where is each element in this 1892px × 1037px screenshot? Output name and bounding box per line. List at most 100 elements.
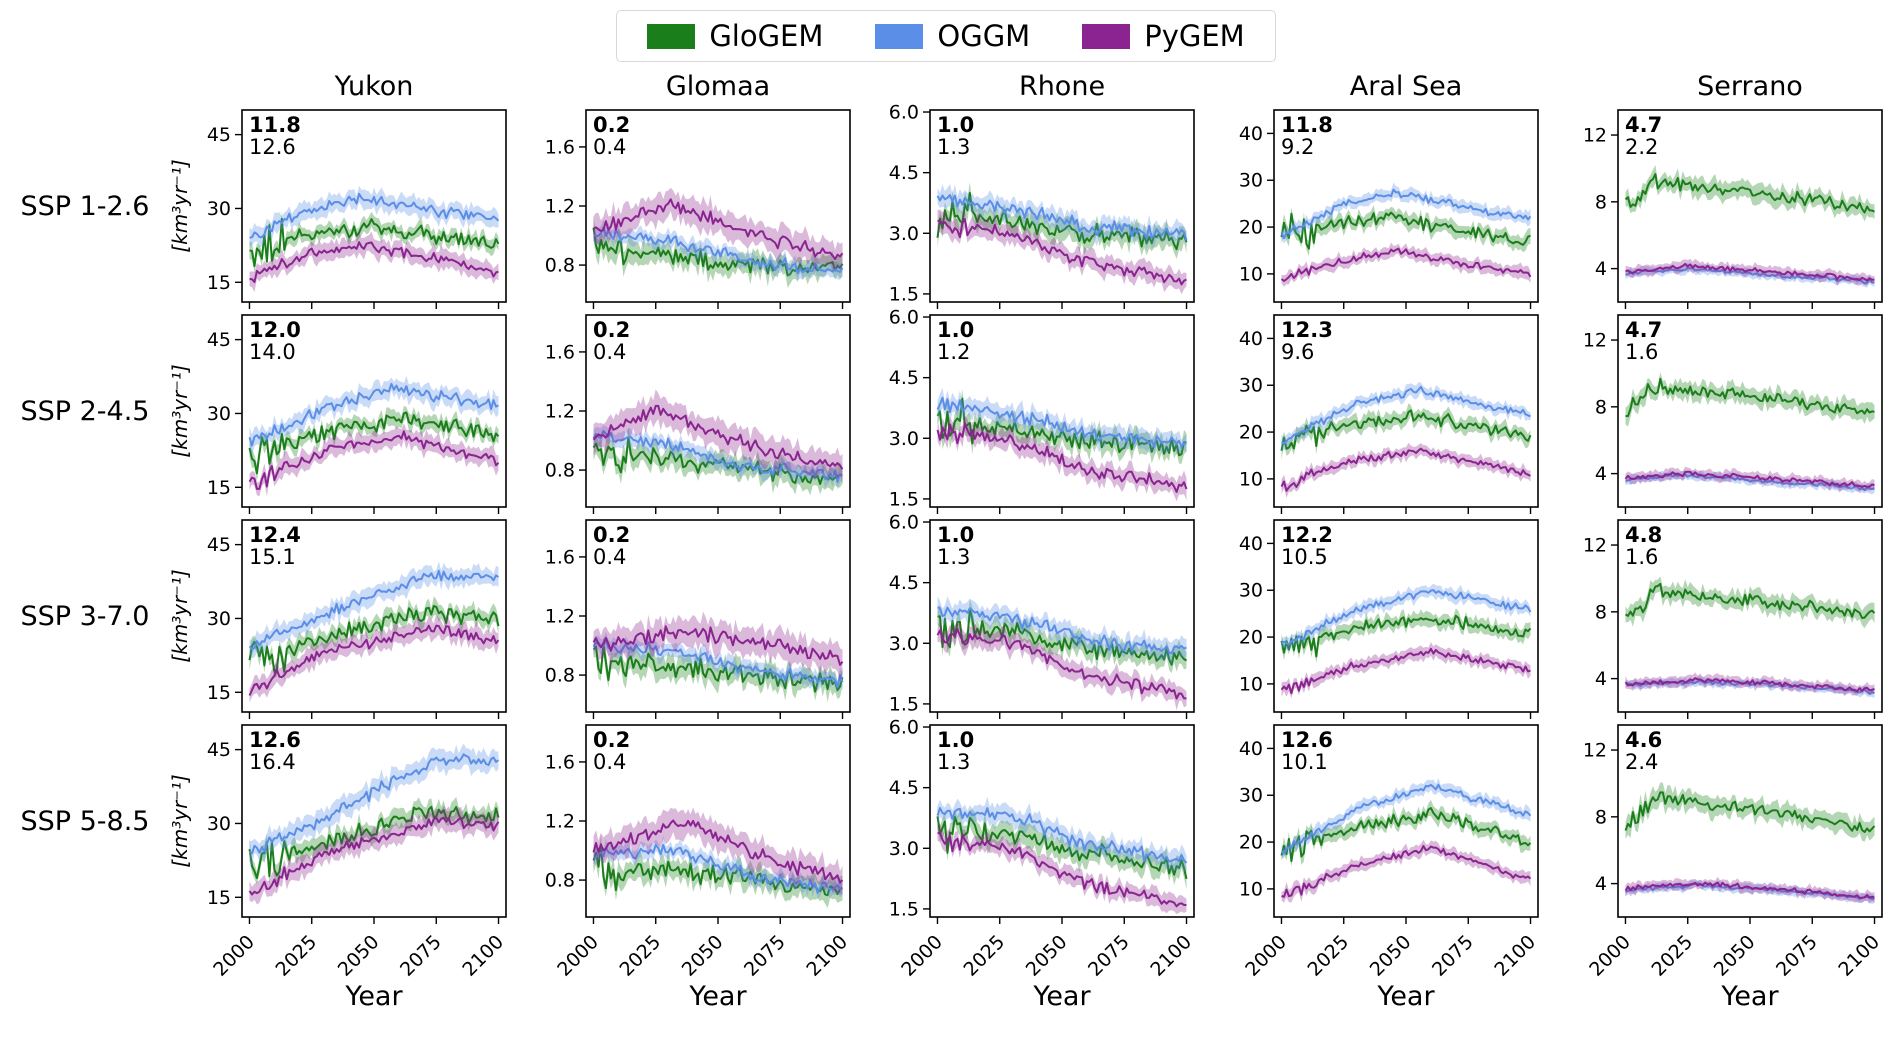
series-line-glogem (1625, 377, 1875, 418)
annotation-secondary: 1.6 (1625, 340, 1658, 364)
series-line-oggm (937, 606, 1187, 655)
y-axis-title: [km³yr⁻¹] (170, 774, 192, 867)
series-line-oggm (1280, 188, 1532, 240)
y-tick-label: 10 (1239, 468, 1263, 490)
series-line-pygem (1281, 845, 1532, 898)
y-tick-label: 40 (1239, 328, 1263, 350)
y-tick-label: 45 (207, 534, 231, 556)
series-band-pygem (249, 231, 499, 293)
annotation-secondary: 9.2 (1281, 135, 1314, 159)
annotation-primary: 4.7 (1625, 318, 1662, 342)
series-line-glogem (1280, 409, 1532, 451)
panel-rhone-ssp-3-7-0: 1.5 3.0 4.5 6.0 1.0 1.3 (858, 514, 1202, 719)
y-tick-label: 15 (207, 682, 231, 704)
annotation-primary: 12.3 (1281, 318, 1333, 342)
series-band-oggm (937, 184, 1187, 250)
chart-svg: 10 20 30 40 2000 2025 2050 2075 2100 Year 12.610.1 (1239, 724, 1540, 1012)
y-tick-label: 1.5 (889, 898, 919, 920)
chart-svg: 0.8 1.2 1.6 0.20.4 (545, 109, 851, 309)
series-line-glogem (592, 643, 844, 693)
y-axis-title: [km³yr⁻¹] (170, 569, 192, 662)
series-line-pygem (248, 624, 500, 696)
series-band-glogem (937, 598, 1187, 674)
y-tick-label: 8 (1595, 806, 1607, 828)
series-band-pygem (1625, 258, 1875, 286)
x-tick-label: 2025 (1304, 931, 1354, 981)
column-title-aral-sea: Aral Sea (1202, 64, 1546, 104)
annotation-secondary: 1.2 (937, 340, 970, 364)
panel-serrano-ssp-3-7-0: 4 8 12 4.8 1.6 (1546, 514, 1890, 719)
y-tick-label: 30 (207, 813, 231, 835)
series-line-pygem (1624, 470, 1875, 488)
series-band-glogem (1625, 164, 1875, 222)
series-line-pygem (249, 241, 499, 284)
annotation-secondary: 1.6 (1625, 545, 1658, 569)
panel-yukon-ssp-2-4-5: 15 30 45 [km³yr⁻¹] 12.0 14.0 (170, 309, 514, 514)
panel-glomaa-ssp-1-2-6: 0.8 1.2 1.6 0.2 0.4 (514, 104, 858, 309)
x-axis-title: Year (1720, 981, 1779, 1012)
row-label-text: SSP 1-2.6 (20, 191, 150, 222)
annotation-secondary: 0.4 (593, 135, 626, 159)
series-line-glogem (248, 805, 500, 880)
column-title-serrano: Serrano (1546, 64, 1890, 104)
y-tick-label: 45 (207, 739, 231, 761)
series-band-glogem (1625, 576, 1875, 629)
series-line-pygem (1280, 647, 1531, 695)
y-tick-label: 6.0 (889, 514, 919, 534)
chart-svg: 10 20 30 40 12.39.6 (1239, 314, 1539, 514)
chart-svg: 1.5 3.0 4.5 6.0 1.01.2 (889, 309, 1195, 514)
annotation-primary: 12.0 (249, 318, 301, 342)
series-line-pygem (592, 625, 844, 666)
panel-aral-sea-ssp-5-8-5: 10 20 30 40 2000 2025 2050 2075 2100 Year 12.6 10.1 (1202, 719, 1546, 1019)
series-band-pygem (937, 618, 1187, 711)
chart-svg: 15 30 45 2000 2025 2050 2075 2100 Year [km³yr⁻¹] 1… (170, 724, 508, 1012)
annotation-primary: 1.0 (937, 113, 974, 137)
legend-item-oggm: OGGM (875, 19, 1030, 53)
series-line-oggm (1280, 783, 1532, 855)
series-band-pygem (593, 611, 843, 682)
annotation-secondary: 1.3 (937, 750, 970, 774)
series-line-glogem (249, 217, 500, 268)
y-tick-label: 20 (1239, 627, 1263, 649)
x-tick-label: 2075 (740, 931, 790, 981)
series-band-pygem (593, 389, 843, 485)
annotation-secondary: 12.6 (249, 135, 296, 159)
y-tick-label: 1.2 (545, 811, 575, 833)
series-line-pygem (1624, 881, 1875, 899)
annotation-secondary: 10.1 (1281, 750, 1328, 774)
legend-swatch-glogem (647, 23, 696, 49)
series-line-glogem (1624, 582, 1876, 619)
annotation-primary: 12.6 (1281, 728, 1333, 752)
series-line-oggm (249, 192, 500, 239)
y-tick-label: 10 (1239, 263, 1263, 285)
x-axis-title: Year (688, 981, 747, 1012)
chart-svg: 1.5 3.0 4.5 6.0 1.01.3 (889, 104, 1195, 309)
panel-glomaa-ssp-2-4-5: 0.8 1.2 1.6 0.2 0.4 (514, 309, 858, 514)
chart-svg: 0.8 1.2 1.6 2000 2025 2050 2075 2100 Year 0.20.4 (545, 724, 852, 1012)
panel-yukon-ssp-5-8-5: 15 30 45 2000 2025 2050 2075 2100 Year [km³yr⁻¹] 1… (170, 719, 514, 1019)
series-band-glogem (593, 635, 843, 703)
x-tick-label: 2050 (1710, 931, 1760, 981)
series-band-glogem (1281, 403, 1531, 460)
series-line-glogem (1624, 791, 1876, 833)
panel-glomaa-ssp-3-7-0: 0.8 1.2 1.6 0.2 0.4 (514, 514, 858, 719)
y-tick-label: 30 (1239, 375, 1263, 397)
chart-svg: 4 8 12 2000 2025 2050 2075 2100 Year 4.62.4 (1583, 724, 1884, 1012)
annotation-secondary: 0.4 (593, 545, 626, 569)
y-tick-label: 4 (1595, 463, 1607, 485)
chart-svg: 0.8 1.2 1.6 0.20.4 (545, 519, 851, 719)
x-tick-label: 2025 (616, 931, 666, 981)
x-tick-label: 2100 (458, 931, 508, 981)
series-line-oggm (248, 753, 500, 855)
y-tick-label: 1.6 (545, 751, 575, 773)
series-line-pygem (592, 819, 844, 884)
series-line-pygem (936, 628, 1187, 700)
legend: GloGEM OGGM PyGEM (616, 10, 1276, 62)
x-tick-label: 2075 (396, 931, 446, 981)
y-tick-label: 12 (1583, 330, 1607, 352)
series-line-oggm (936, 194, 1188, 241)
series-line-oggm (1625, 679, 1875, 695)
series-band-oggm (249, 561, 499, 659)
series-line-pygem (1624, 677, 1875, 693)
